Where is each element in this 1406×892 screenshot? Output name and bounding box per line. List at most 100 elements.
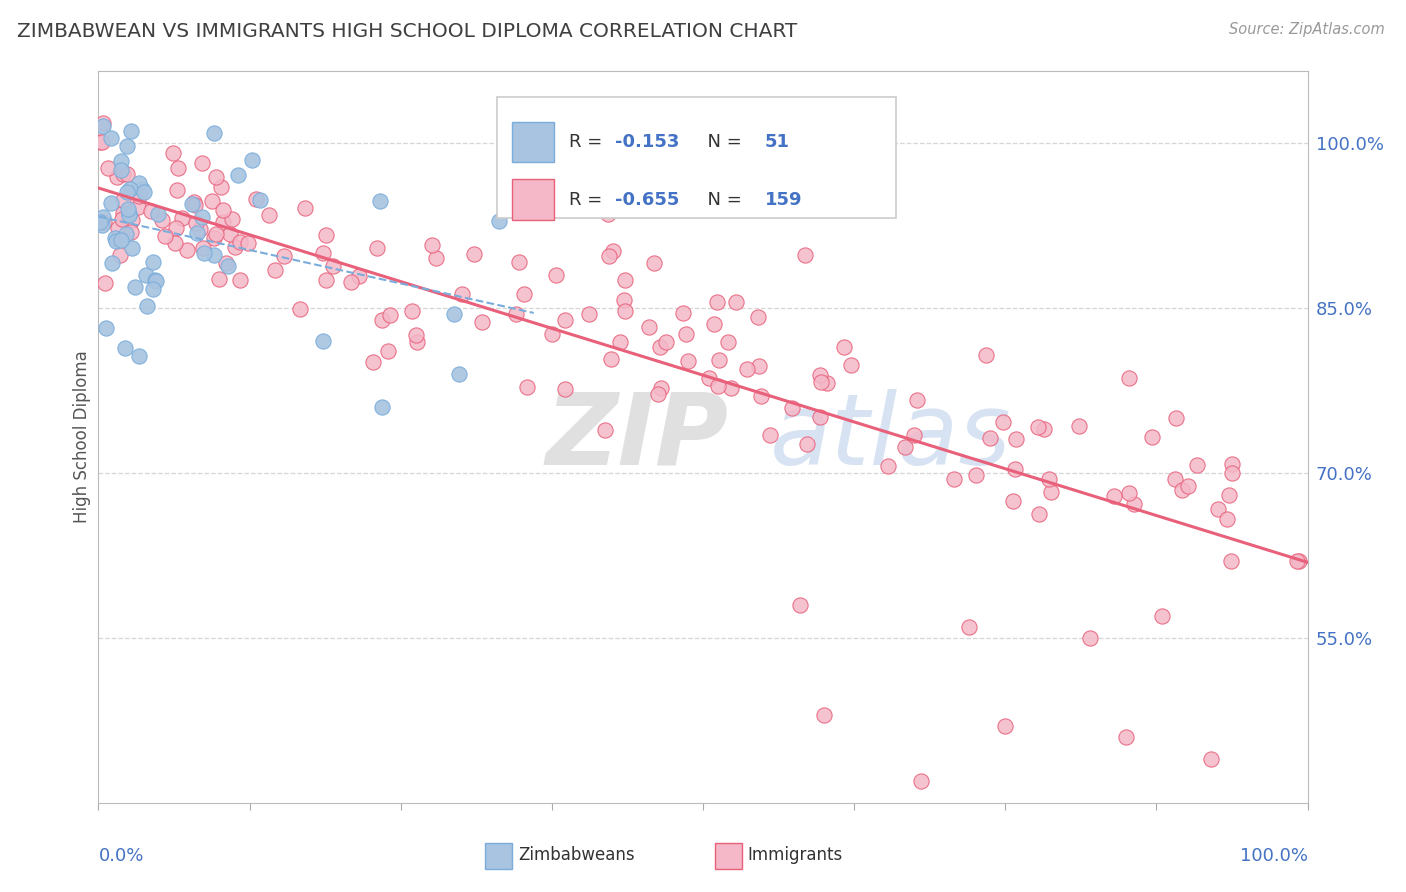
- Point: [202, 248, 225, 262]
- Point: [186, 216, 208, 230]
- Point: [111, 212, 134, 227]
- Point: [111, 206, 134, 220]
- Point: [910, 773, 932, 788]
- Point: [1102, 489, 1125, 503]
- Point: [162, 146, 184, 161]
- Point: [219, 227, 242, 242]
- Bar: [512, 179, 554, 219]
- Point: [91, 210, 114, 224]
- Point: [368, 194, 391, 208]
- Point: [796, 437, 818, 451]
- Point: [229, 273, 252, 287]
- Point: [1285, 554, 1308, 568]
- Point: [96, 320, 118, 334]
- Point: [1140, 430, 1163, 444]
- Point: [994, 719, 1017, 733]
- Point: [190, 211, 212, 225]
- Point: [643, 256, 665, 270]
- Point: [89, 135, 111, 149]
- Point: [405, 328, 427, 343]
- Point: [707, 352, 730, 367]
- Point: [758, 428, 780, 442]
- Point: [1123, 497, 1146, 511]
- Point: [1118, 486, 1140, 500]
- Point: [993, 415, 1015, 429]
- Point: [1288, 554, 1310, 568]
- Point: [315, 273, 337, 287]
- Point: [110, 233, 132, 247]
- Point: [204, 227, 226, 241]
- Point: [110, 162, 132, 177]
- Point: [1199, 752, 1222, 766]
- Point: [541, 326, 564, 341]
- Point: [420, 238, 443, 252]
- Point: [1220, 466, 1243, 480]
- Point: [163, 236, 186, 251]
- Point: [221, 211, 243, 226]
- Point: [613, 293, 636, 307]
- Point: [943, 472, 966, 486]
- Text: ZIMBABWEAN VS IMMIGRANTS HIGH SCHOOL DIPLOMA CORRELATION CHART: ZIMBABWEAN VS IMMIGRANTS HIGH SCHOOL DIP…: [17, 22, 797, 41]
- Point: [676, 354, 699, 368]
- Point: [224, 240, 246, 254]
- Point: [671, 306, 693, 320]
- Point: [132, 185, 155, 199]
- Point: [508, 254, 530, 268]
- Point: [378, 309, 401, 323]
- Point: [142, 282, 165, 296]
- Point: [167, 161, 190, 175]
- Point: [127, 200, 149, 214]
- Point: [361, 355, 384, 369]
- Point: [1164, 411, 1187, 425]
- Point: [166, 183, 188, 197]
- Text: atlas: atlas: [769, 389, 1011, 485]
- Point: [1220, 457, 1243, 471]
- Point: [121, 241, 143, 255]
- Point: [593, 424, 616, 438]
- Point: [170, 211, 193, 225]
- Point: [181, 197, 204, 211]
- Point: [808, 410, 831, 425]
- Point: [1219, 554, 1241, 568]
- Point: [488, 214, 510, 228]
- Point: [401, 304, 423, 318]
- Point: [202, 127, 225, 141]
- Point: [1216, 512, 1239, 526]
- Point: [1001, 493, 1024, 508]
- Text: Zimbabweans: Zimbabweans: [517, 847, 634, 864]
- Point: [1038, 472, 1060, 486]
- Point: [191, 241, 214, 255]
- Point: [647, 387, 669, 401]
- Point: [124, 279, 146, 293]
- Point: [810, 375, 832, 389]
- Point: [747, 310, 769, 325]
- Point: [808, 368, 831, 382]
- Point: [894, 440, 917, 454]
- Point: [117, 185, 139, 199]
- Point: [780, 401, 803, 415]
- Point: [142, 254, 165, 268]
- Point: [184, 198, 207, 212]
- Point: [139, 203, 162, 218]
- Point: [1164, 472, 1187, 486]
- Point: [273, 249, 295, 263]
- Point: [554, 312, 576, 326]
- Point: [146, 206, 169, 220]
- Point: [110, 153, 132, 168]
- Point: [1032, 422, 1054, 436]
- Point: [1118, 370, 1140, 384]
- Point: [217, 259, 239, 273]
- Point: [209, 179, 232, 194]
- Point: [815, 376, 838, 391]
- Point: [294, 202, 316, 216]
- Point: [143, 273, 166, 287]
- Point: [366, 241, 388, 255]
- Point: [105, 169, 128, 184]
- Point: [288, 301, 311, 316]
- Point: [136, 299, 159, 313]
- Point: [406, 335, 429, 350]
- Point: [114, 341, 136, 355]
- Point: [214, 256, 236, 270]
- Point: [794, 248, 817, 262]
- Point: [229, 235, 252, 249]
